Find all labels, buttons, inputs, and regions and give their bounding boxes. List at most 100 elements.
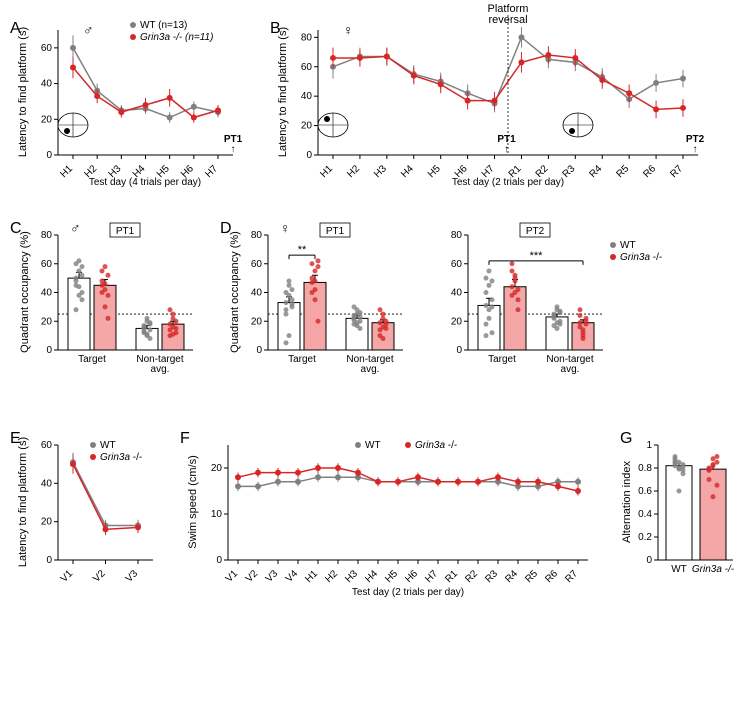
pt1-arrow: ↑ bbox=[231, 144, 236, 155]
svg-text:R5: R5 bbox=[523, 568, 540, 585]
female-icon: ♀ bbox=[343, 22, 354, 38]
svg-text:R1: R1 bbox=[443, 568, 460, 585]
svg-text:20: 20 bbox=[41, 517, 53, 528]
svg-text:0: 0 bbox=[306, 150, 312, 161]
platform-icon bbox=[64, 128, 70, 134]
panel-d-chart: ♀ PT1 020406080 Quadrant occupancy (%) T… bbox=[220, 215, 740, 405]
platform-icon-nw bbox=[324, 116, 330, 122]
svg-text:avg.: avg. bbox=[361, 364, 380, 375]
panel-f-chart: 01020 V1V2V3V4H1H2H3H4H5H6H7R1R2R3R4R5R6… bbox=[180, 425, 610, 605]
legend-wt-f: WT bbox=[365, 440, 381, 451]
svg-text:H5: H5 bbox=[426, 163, 443, 180]
panel-a-chart: ♂ 0204060 H1H2H3H4H5H6H7 Latency to find… bbox=[10, 10, 270, 210]
svg-text:40: 40 bbox=[41, 478, 53, 489]
svg-text:60: 60 bbox=[41, 259, 53, 270]
svg-text:0.6: 0.6 bbox=[638, 486, 652, 497]
panel-e-label: E bbox=[10, 430, 21, 448]
legend-ko-d: Grin3a -/- bbox=[620, 252, 662, 263]
svg-text:60: 60 bbox=[41, 440, 53, 451]
svg-text:40: 40 bbox=[41, 288, 53, 299]
panel-e-ylabel: Latency to find platform (s) bbox=[17, 437, 29, 567]
svg-text:Target: Target bbox=[78, 354, 106, 365]
pt1-label-d: PT1 bbox=[326, 226, 345, 237]
female-icon-d: ♀ bbox=[280, 220, 291, 236]
svg-text:Grin3a -/-: Grin3a -/- bbox=[692, 564, 735, 575]
male-icon-c: ♂ bbox=[70, 220, 81, 236]
svg-text:80: 80 bbox=[301, 32, 313, 43]
svg-text:V3: V3 bbox=[264, 568, 281, 585]
svg-text:PT1: PT1 bbox=[497, 134, 516, 145]
svg-text:V4: V4 bbox=[284, 568, 301, 585]
platform-icon-sw bbox=[569, 128, 575, 134]
svg-text:R4: R4 bbox=[503, 568, 520, 585]
panel-a-label: A bbox=[10, 20, 21, 38]
svg-text:R7: R7 bbox=[668, 163, 685, 180]
panel-c-chart: ♂ PT1 020406080 Quadrant occupancy (%) T… bbox=[10, 215, 210, 405]
panel-d-label: D bbox=[220, 220, 232, 238]
svg-text:0.2: 0.2 bbox=[638, 532, 652, 543]
panel-c-label: C bbox=[10, 220, 22, 238]
reversal-label: Platformreversal bbox=[488, 3, 529, 26]
svg-text:0: 0 bbox=[46, 555, 52, 566]
svg-text:60: 60 bbox=[251, 259, 263, 270]
svg-text:H3: H3 bbox=[372, 163, 389, 180]
svg-text:avg.: avg. bbox=[561, 364, 580, 375]
svg-text:20: 20 bbox=[251, 316, 263, 327]
panel-f: F 01020 V1V2V3V4H1H2H3H4H5H6H7R1R2R3R4R5… bbox=[180, 425, 610, 610]
svg-text:0.8: 0.8 bbox=[638, 463, 652, 474]
legend-ko: Grin3a -/- (n=11) bbox=[140, 32, 213, 43]
svg-text:H4: H4 bbox=[363, 568, 380, 585]
svg-text:60: 60 bbox=[451, 259, 463, 270]
svg-text:H7: H7 bbox=[423, 568, 440, 585]
legend-wt-d: WT bbox=[620, 240, 636, 251]
svg-text:0.4: 0.4 bbox=[638, 509, 652, 520]
svg-text:40: 40 bbox=[451, 288, 463, 299]
svg-text:0: 0 bbox=[256, 345, 262, 356]
panel-a: A ♂ 0204060 H1H2H3H4H5H6H7 Latency to fi… bbox=[10, 10, 270, 215]
svg-text:Target: Target bbox=[488, 354, 516, 365]
panel-a-xlabel: Test day (4 trials per day) bbox=[89, 177, 201, 188]
svg-text:80: 80 bbox=[41, 230, 53, 241]
panel-b-chart: ♀ 020406080 H1H2H3H4H5H6H7R1R2R3R4R5R6R7… bbox=[270, 10, 736, 210]
svg-text:R4: R4 bbox=[588, 163, 605, 180]
panel-a-ylabel: Latency to find platform (s) bbox=[17, 27, 29, 157]
svg-text:H2: H2 bbox=[345, 163, 362, 180]
svg-text:R2: R2 bbox=[463, 568, 480, 585]
svg-text:0: 0 bbox=[216, 555, 222, 566]
figure-root: A ♂ 0204060 H1H2H3H4H5H6H7 Latency to fi… bbox=[10, 10, 736, 714]
legend-ko-e: Grin3a -/- bbox=[100, 452, 142, 463]
panel-f-xlabel: Test day (2 trials per day) bbox=[352, 587, 464, 598]
panel-e-chart: 0204060 V1V2V3 Latency to find platform … bbox=[10, 425, 170, 605]
panel-e: E 0204060 V1V2V3 Latency to find platfor… bbox=[10, 425, 170, 610]
svg-text:H2: H2 bbox=[323, 568, 340, 585]
svg-text:H1: H1 bbox=[58, 163, 75, 180]
svg-text:avg.: avg. bbox=[151, 364, 170, 375]
svg-text:H3: H3 bbox=[343, 568, 360, 585]
svg-text:40: 40 bbox=[301, 91, 313, 102]
svg-text:R3: R3 bbox=[483, 568, 500, 585]
svg-text:20: 20 bbox=[301, 121, 313, 132]
panel-b: B ♀ 020406080 H1H2H3H4H5H6H7R1R2R3R4R5R6… bbox=[270, 10, 736, 215]
svg-text:R5: R5 bbox=[614, 163, 631, 180]
male-icon: ♂ bbox=[83, 22, 94, 38]
svg-text:PT2: PT2 bbox=[686, 134, 705, 145]
svg-text:0: 0 bbox=[646, 555, 652, 566]
svg-text:V1: V1 bbox=[224, 568, 241, 585]
svg-text:80: 80 bbox=[451, 230, 463, 241]
pt-label-c: PT1 bbox=[116, 226, 135, 237]
svg-text:20: 20 bbox=[211, 463, 223, 474]
svg-text:40: 40 bbox=[251, 288, 263, 299]
svg-text:20: 20 bbox=[41, 316, 53, 327]
svg-text:Target: Target bbox=[288, 354, 316, 365]
panel-f-ylabel: Swim speed (cm/s) bbox=[187, 455, 199, 549]
panel-b-ylabel: Latency to find platform (s) bbox=[277, 27, 289, 157]
svg-text:↑: ↑ bbox=[693, 144, 698, 155]
panel-b-label: B bbox=[270, 20, 281, 38]
svg-text:0: 0 bbox=[46, 345, 52, 356]
svg-text:R6: R6 bbox=[543, 568, 560, 585]
svg-text:60: 60 bbox=[301, 62, 313, 73]
svg-text:V2: V2 bbox=[244, 568, 261, 585]
svg-text:40: 40 bbox=[41, 79, 53, 90]
svg-text:H4: H4 bbox=[399, 163, 416, 180]
svg-text:V1: V1 bbox=[59, 568, 76, 585]
